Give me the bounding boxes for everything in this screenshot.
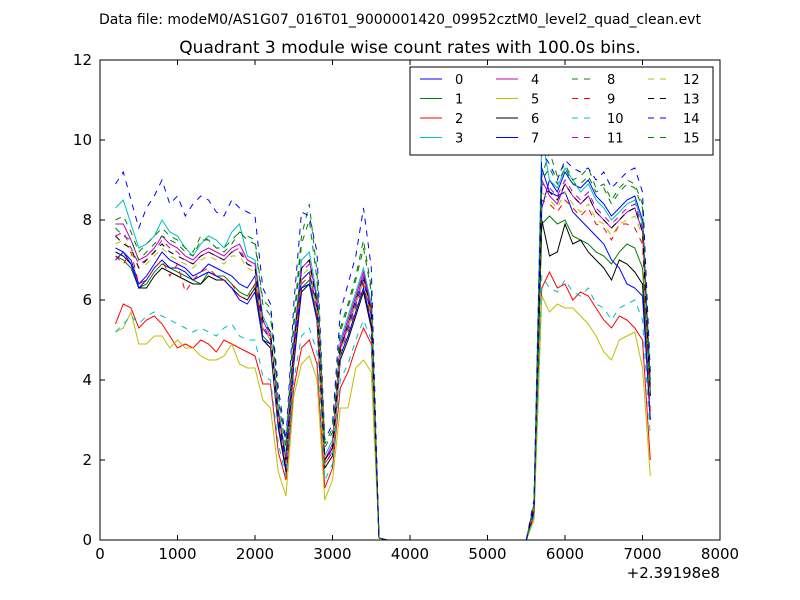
legend-label-6: 6 [531, 112, 539, 127]
legend-label-3: 3 [455, 132, 463, 147]
legend-label-5: 5 [531, 93, 539, 108]
series-line-0 [115, 170, 651, 541]
series-line-9 [115, 199, 651, 541]
legend-label-11: 11 [607, 132, 624, 147]
x-tick-label: 1000 [158, 545, 196, 563]
series-line-8 [115, 150, 651, 541]
series-line-14 [115, 150, 651, 541]
legend-label-0: 0 [455, 73, 463, 88]
x-offset-label: +2.39198e8 [627, 564, 720, 582]
series-layer [115, 135, 651, 541]
legend-label-13: 13 [683, 93, 700, 108]
legend-box [409, 66, 714, 156]
series-line-10 [115, 274, 651, 541]
x-tick-label: 4000 [391, 545, 429, 563]
series-line-3 [115, 135, 651, 541]
x-tick-label: 5000 [468, 545, 506, 563]
chart-suptitle: Data file: modeM0/AS1G07_016T01_90000014… [99, 12, 701, 28]
x-tick-label: 0 [95, 545, 105, 563]
series-line-13 [115, 182, 651, 541]
chart-title: Quadrant 3 module wise count rates with … [179, 38, 640, 58]
series-line-12 [115, 190, 651, 541]
legend-label-12: 12 [683, 73, 700, 88]
x-tick-label: 8000 [701, 545, 739, 563]
legend-label-9: 9 [607, 93, 615, 108]
legend-label-1: 1 [455, 93, 463, 108]
legend-label-14: 14 [683, 112, 700, 127]
legend-label-8: 8 [607, 73, 615, 88]
legend-label-10: 10 [607, 112, 624, 127]
x-tick-label: 2000 [236, 545, 274, 563]
y-tick-label: 4 [82, 371, 92, 389]
legend-label-15: 15 [683, 132, 700, 147]
y-tick-label: 0 [82, 531, 92, 549]
legend-label-2: 2 [455, 112, 463, 127]
x-tick-label: 6000 [546, 545, 584, 563]
series-line-7 [115, 167, 651, 541]
series-line-11 [115, 178, 651, 541]
legend-label-7: 7 [531, 132, 539, 147]
y-tick-label: 6 [82, 291, 92, 309]
y-tick-label: 2 [82, 451, 92, 469]
series-line-6 [115, 219, 651, 541]
axis-ticks: 0 1000 2000 3000 4000 5000 6000 7000 80000246810… [73, 51, 739, 563]
y-tick-label: 12 [73, 51, 92, 69]
x-tick-label: 3000 [313, 545, 351, 563]
series-line-4 [115, 179, 651, 541]
series-line-2 [115, 270, 651, 541]
series-line-5 [115, 295, 651, 541]
y-tick-label: 8 [82, 211, 92, 229]
series-line-15 [115, 166, 651, 541]
x-tick-label: 7000 [623, 545, 661, 563]
y-tick-label: 10 [73, 131, 92, 149]
legend-label-4: 4 [531, 73, 539, 88]
